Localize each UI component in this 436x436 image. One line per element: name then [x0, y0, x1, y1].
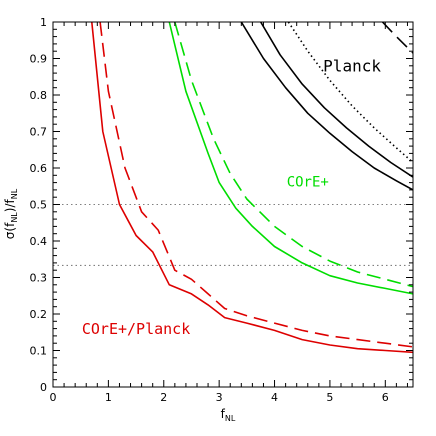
y-tick-label: 0.4	[30, 235, 48, 248]
y-tick-label: 1	[40, 16, 47, 29]
series-line-3	[381, 22, 413, 54]
y-tick-label: 0.5	[30, 199, 48, 212]
y-tick-label: 0.2	[30, 308, 48, 321]
x-tick-label: 2	[160, 391, 167, 404]
series-line-0	[240, 22, 413, 191]
x-tick-label: 6	[382, 391, 389, 404]
series-line-2	[287, 22, 413, 164]
series-line-1	[260, 22, 413, 178]
series-line-7	[99, 22, 413, 348]
series-line-5	[174, 22, 413, 288]
x-tick-label: 4	[271, 391, 278, 404]
y-tick-label: 0.7	[30, 126, 48, 139]
annotation-label-1: COrE+	[287, 174, 329, 190]
x-tick-label: 1	[105, 391, 112, 404]
x-tick-label: 0	[50, 391, 57, 404]
x-tick-label: 5	[326, 391, 333, 404]
series-line-4	[168, 22, 413, 295]
y-tick-label: 0	[40, 381, 47, 394]
annotation-label-0: Planck	[323, 56, 381, 75]
y-tick-label: 0.6	[30, 162, 48, 175]
x-tick-label: 3	[216, 391, 223, 404]
y-tick-label: 0.9	[30, 53, 48, 66]
y-tick-label: 0.1	[30, 345, 48, 358]
series-line-6	[91, 22, 413, 354]
x-axis-title: fNL	[221, 407, 236, 423]
y-tick-label: 0.8	[30, 89, 48, 102]
y-tick-label: 0.3	[30, 272, 48, 285]
annotation-label-2: COrE+/Planck	[82, 320, 190, 338]
y-axis-title: σ(fNL)/fNL	[3, 188, 19, 239]
